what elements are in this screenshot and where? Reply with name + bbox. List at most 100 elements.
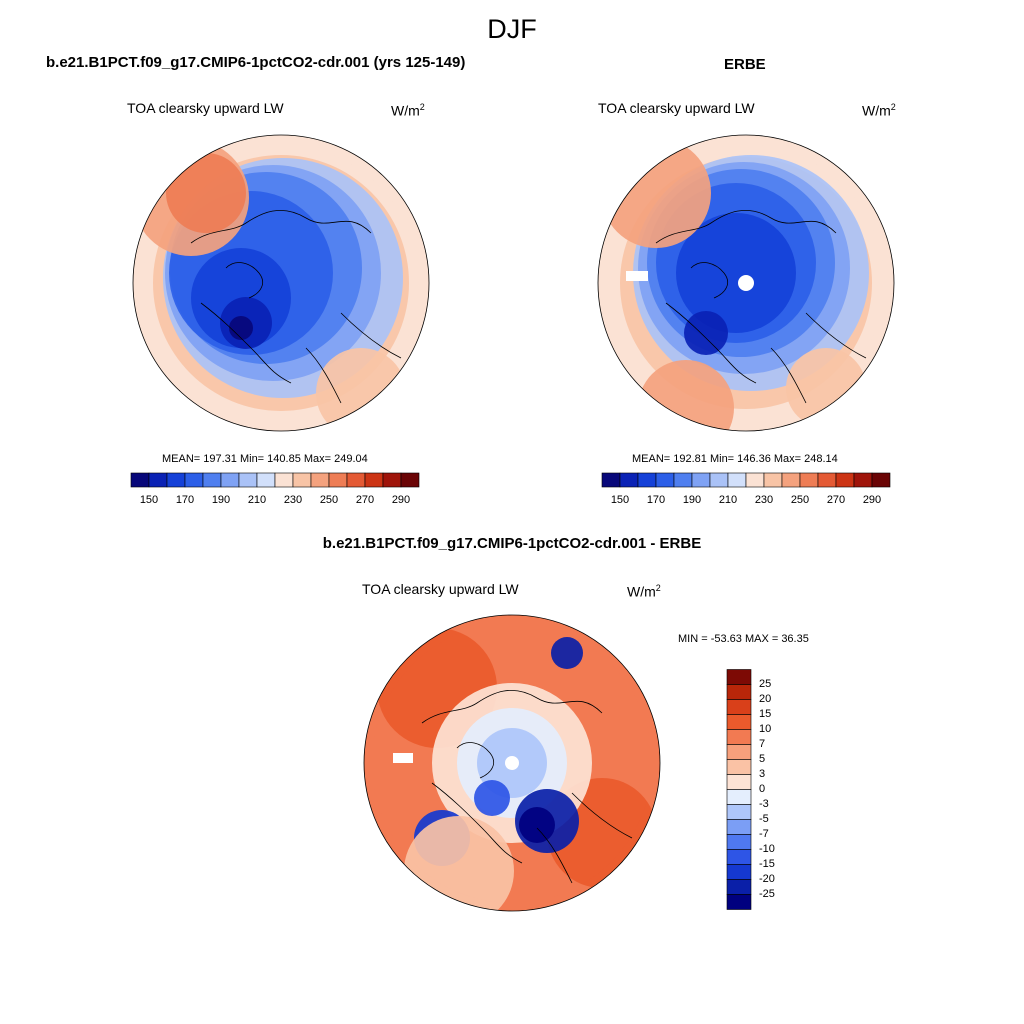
colorbar-tick-label: 170 — [175, 494, 195, 506]
colorbar-box — [346, 472, 366, 488]
colorbar-tick-label: 190 — [682, 494, 702, 506]
panel2-variable-title: TOA clearsky upward LW — [598, 100, 755, 116]
colorbar-tick-label: 230 — [283, 494, 303, 506]
colorbar-box — [726, 729, 752, 745]
colorbar-tick-label: 15 — [759, 708, 772, 720]
colorbar-box — [726, 864, 752, 880]
colorbar-tick-label: -10 — [759, 843, 775, 855]
colorbar-tick-label: 20 — [759, 693, 772, 705]
field-contour-region — [551, 637, 583, 669]
panel3-stats: MIN = -53.63 MAX = 36.35 — [678, 633, 809, 645]
colorbar-box — [619, 472, 639, 488]
panel2-polar-map — [597, 134, 895, 432]
colorbar-tick-label: 230 — [754, 494, 774, 506]
colorbar-tick-label: -7 — [759, 828, 769, 840]
diff-title: b.e21.B1PCT.f09_g17.CMIP6-1pctCO2-cdr.00… — [322, 535, 702, 552]
colorbar-tick-label: 3 — [759, 768, 766, 780]
colorbar-box — [382, 472, 402, 488]
colorbar-box — [817, 472, 837, 488]
colorbar-tick-label: -15 — [759, 858, 775, 870]
colorbar-box — [726, 684, 752, 700]
panel3-units: W/m2 — [627, 583, 661, 600]
colorbar-tick-label: 150 — [610, 494, 630, 506]
colorbar-tick-label: 290 — [862, 494, 882, 506]
colorbar-box — [256, 472, 276, 488]
colorbar-tick-label: -3 — [759, 798, 769, 810]
colorbar-box — [726, 834, 752, 850]
colorbar-tick-label: 270 — [826, 494, 846, 506]
colorbar-tick-label: 190 — [211, 494, 231, 506]
colorbar-box — [328, 472, 348, 488]
coastline — [655, 210, 867, 404]
colorbar-box — [727, 472, 747, 488]
panel2-colorbar — [601, 472, 891, 488]
coastline — [190, 210, 402, 404]
colorbar-box — [726, 774, 752, 790]
field-contour-region — [166, 153, 246, 233]
field-contour-region — [229, 316, 253, 340]
colorbar-box — [726, 804, 752, 820]
colorbar-box — [726, 759, 752, 775]
colorbar-box — [726, 669, 752, 685]
colorbar-box — [292, 472, 312, 488]
colorbar-box — [726, 714, 752, 730]
colorbar-tick-label: 5 — [759, 753, 766, 765]
colorbar-box — [726, 849, 752, 865]
panel2-stats: MEAN= 192.81 Min= 146.36 Max= 248.14 — [632, 453, 838, 465]
panel3-polar-map — [363, 614, 661, 912]
missing-data-region — [393, 753, 413, 763]
field-contour-region — [676, 213, 796, 333]
colorbar-box — [709, 472, 729, 488]
panel3-colorbar — [726, 669, 752, 910]
colorbar-box — [673, 472, 693, 488]
colorbar-tick-label: 250 — [790, 494, 810, 506]
field-contour-region — [474, 780, 510, 816]
season-title: DJF — [487, 14, 537, 44]
colorbar-box — [871, 472, 891, 488]
colorbar-box — [202, 472, 222, 488]
colorbar-tick-label: 170 — [646, 494, 666, 506]
map-border — [363, 614, 661, 912]
panel1-polar-map — [132, 134, 430, 432]
colorbar-box — [400, 472, 420, 488]
panel2-units: W/m2 — [862, 102, 896, 119]
colorbar-tick-label: 270 — [355, 494, 375, 506]
map-border — [132, 134, 430, 432]
obs-title: ERBE — [724, 56, 766, 73]
colorbar-tick-label: 210 — [718, 494, 738, 506]
panel1-colorbar — [130, 472, 420, 488]
colorbar-box — [184, 472, 204, 488]
colorbar-box — [853, 472, 873, 488]
field-contour-region — [638, 360, 734, 431]
panel1-stats: MEAN= 197.31 Min= 140.85 Max= 249.04 — [162, 453, 368, 465]
colorbar-box — [726, 879, 752, 895]
colorbar-box — [745, 472, 765, 488]
colorbar-box — [655, 472, 675, 488]
colorbar-tick-label: 25 — [759, 678, 772, 690]
colorbar-box — [220, 472, 240, 488]
colorbar-box — [763, 472, 783, 488]
colorbar-box — [166, 472, 186, 488]
colorbar-tick-label: 150 — [139, 494, 159, 506]
colorbar-tick-label: -5 — [759, 813, 769, 825]
colorbar-box — [130, 472, 150, 488]
colorbar-tick-label: -25 — [759, 888, 775, 900]
colorbar-tick-label: -20 — [759, 873, 775, 885]
colorbar-box — [274, 472, 294, 488]
map-border — [597, 134, 895, 432]
field-contour-region — [601, 138, 711, 248]
panel3-variable-title: TOA clearsky upward LW — [362, 581, 519, 597]
colorbar-tick-label: 7 — [759, 738, 766, 750]
missing-data-pole — [738, 275, 754, 291]
colorbar-tick-label: 290 — [391, 494, 411, 506]
colorbar-box — [726, 819, 752, 835]
colorbar-box — [726, 894, 752, 910]
colorbar-box — [799, 472, 819, 488]
panel1-units: W/m2 — [391, 102, 425, 119]
colorbar-tick-label: 10 — [759, 723, 772, 735]
colorbar-box — [781, 472, 801, 488]
colorbar-tick-label: 250 — [319, 494, 339, 506]
colorbar-box — [691, 472, 711, 488]
colorbar-box — [364, 472, 384, 488]
coastline — [421, 690, 633, 884]
